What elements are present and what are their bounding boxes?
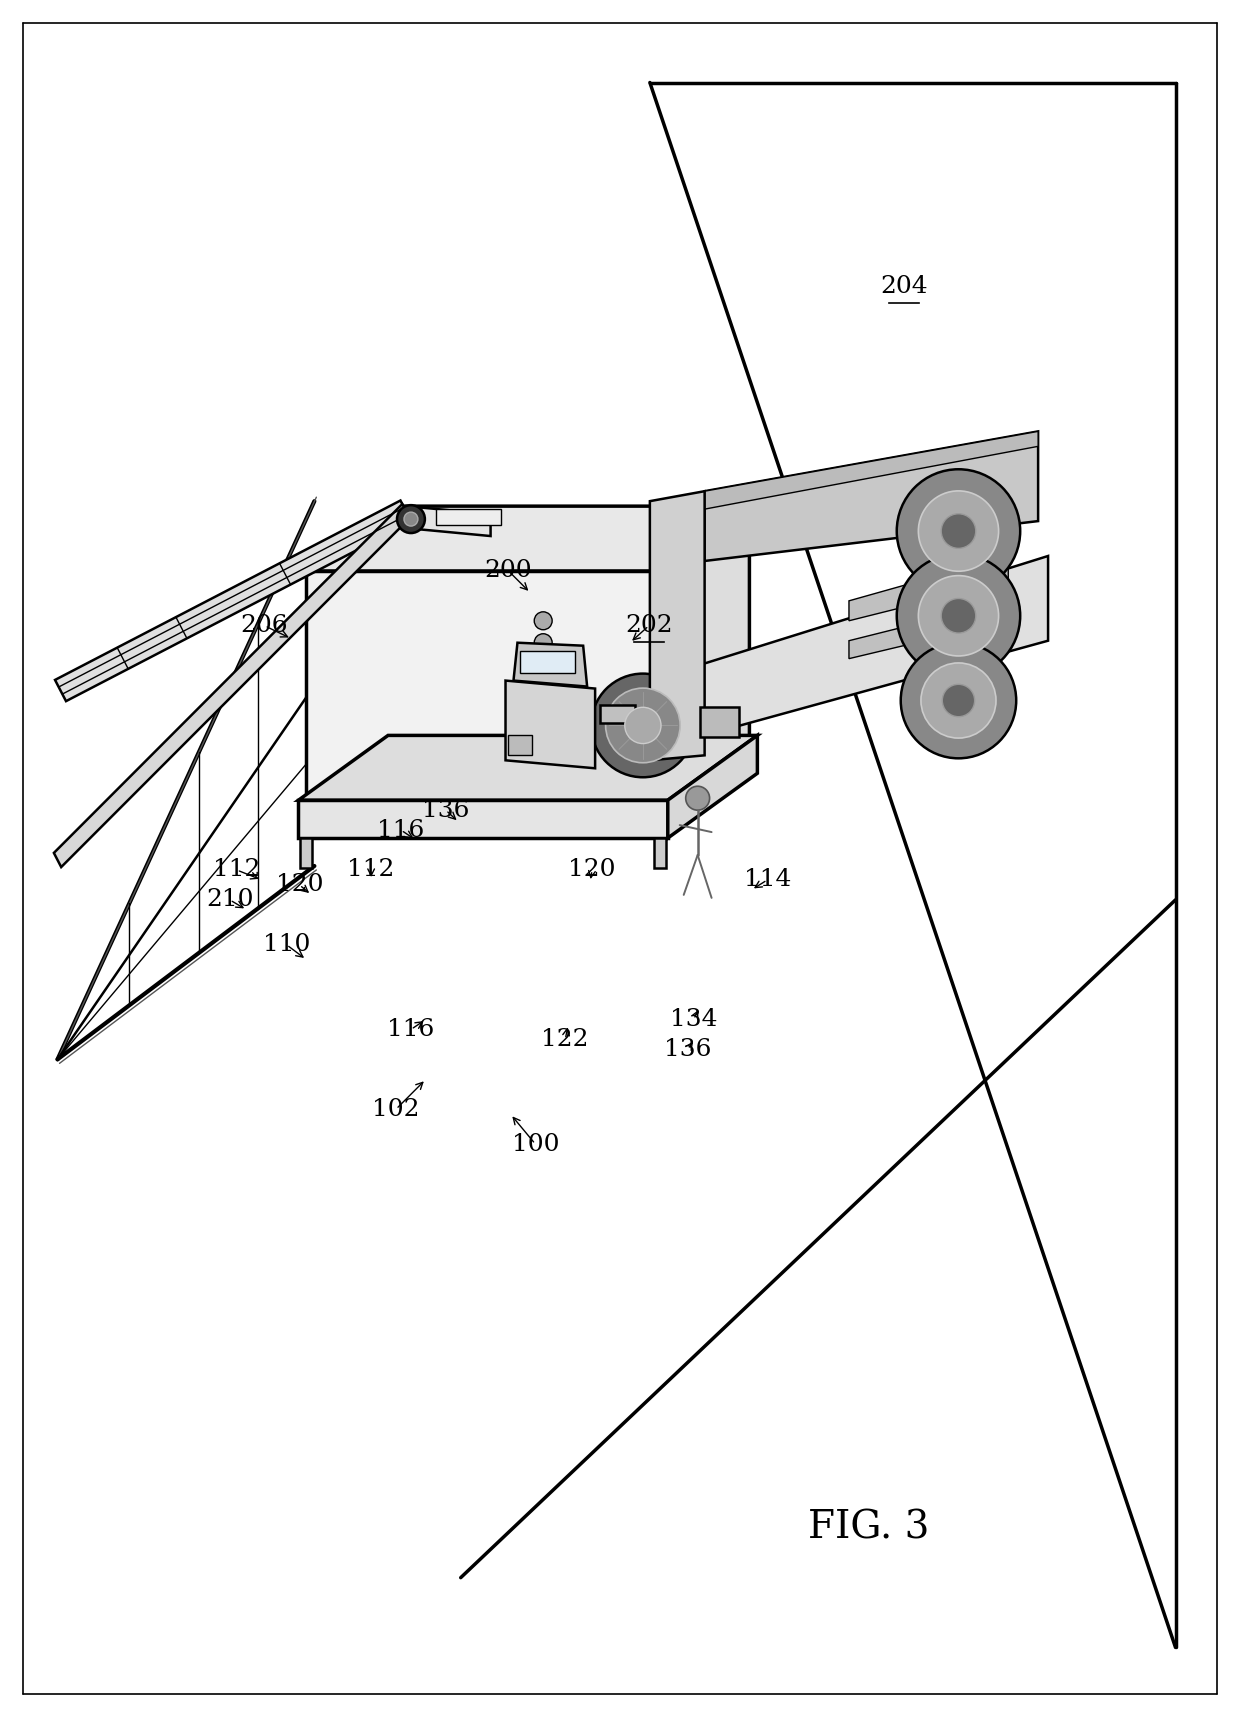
Bar	[529, 585, 579, 682]
Text: 206: 206	[241, 615, 289, 637]
Bar	[600, 706, 635, 723]
Text: 202: 202	[625, 615, 672, 637]
Polygon shape	[660, 507, 749, 800]
Circle shape	[534, 634, 552, 652]
Text: 120: 120	[568, 858, 616, 881]
Bar	[653, 838, 666, 869]
Bar	[521, 651, 575, 673]
Circle shape	[605, 689, 681, 762]
Text: 120: 120	[275, 874, 324, 896]
Polygon shape	[405, 507, 491, 536]
Bar	[699, 707, 739, 737]
Polygon shape	[299, 800, 668, 838]
Circle shape	[534, 611, 552, 630]
Text: 134: 134	[670, 1008, 718, 1030]
Polygon shape	[53, 505, 409, 867]
Circle shape	[686, 786, 709, 810]
Circle shape	[921, 663, 996, 738]
Circle shape	[404, 512, 418, 525]
Text: 112: 112	[347, 858, 394, 881]
Text: 204: 204	[880, 275, 928, 299]
Circle shape	[591, 673, 694, 778]
Polygon shape	[650, 491, 704, 761]
Circle shape	[897, 555, 1021, 678]
Circle shape	[942, 685, 975, 716]
Text: 100: 100	[512, 1133, 559, 1156]
Bar	[529, 585, 556, 632]
Bar	[589, 585, 637, 682]
Text: 136: 136	[422, 798, 470, 822]
Polygon shape	[513, 642, 588, 687]
Bar	[507, 735, 532, 755]
Circle shape	[941, 513, 976, 548]
Polygon shape	[704, 431, 1038, 510]
Circle shape	[897, 469, 1021, 592]
Circle shape	[941, 599, 976, 634]
Bar	[435, 510, 501, 525]
Circle shape	[625, 707, 661, 743]
Text: 116: 116	[387, 1018, 435, 1041]
Text: 102: 102	[372, 1097, 420, 1121]
Text: 110: 110	[263, 934, 310, 956]
Circle shape	[919, 491, 998, 572]
Text: 136: 136	[663, 1037, 712, 1061]
Circle shape	[919, 575, 998, 656]
Polygon shape	[55, 501, 412, 701]
Text: 114: 114	[744, 869, 791, 891]
Text: 112: 112	[213, 858, 260, 881]
Bar	[300, 838, 312, 869]
Text: 200: 200	[485, 560, 532, 582]
Text: 116: 116	[377, 819, 424, 841]
Polygon shape	[506, 680, 595, 767]
Polygon shape	[704, 431, 1038, 561]
Circle shape	[900, 642, 1017, 759]
Text: 210: 210	[206, 888, 253, 912]
Polygon shape	[849, 556, 1008, 622]
Polygon shape	[668, 735, 758, 838]
Polygon shape	[299, 735, 758, 800]
Circle shape	[397, 505, 425, 532]
Polygon shape	[306, 507, 749, 572]
Polygon shape	[849, 601, 1008, 659]
Polygon shape	[306, 572, 660, 800]
Polygon shape	[650, 556, 1048, 750]
Text: 122: 122	[542, 1028, 589, 1051]
Text: FIG. 3: FIG. 3	[808, 1509, 930, 1547]
Bar	[325, 589, 508, 687]
